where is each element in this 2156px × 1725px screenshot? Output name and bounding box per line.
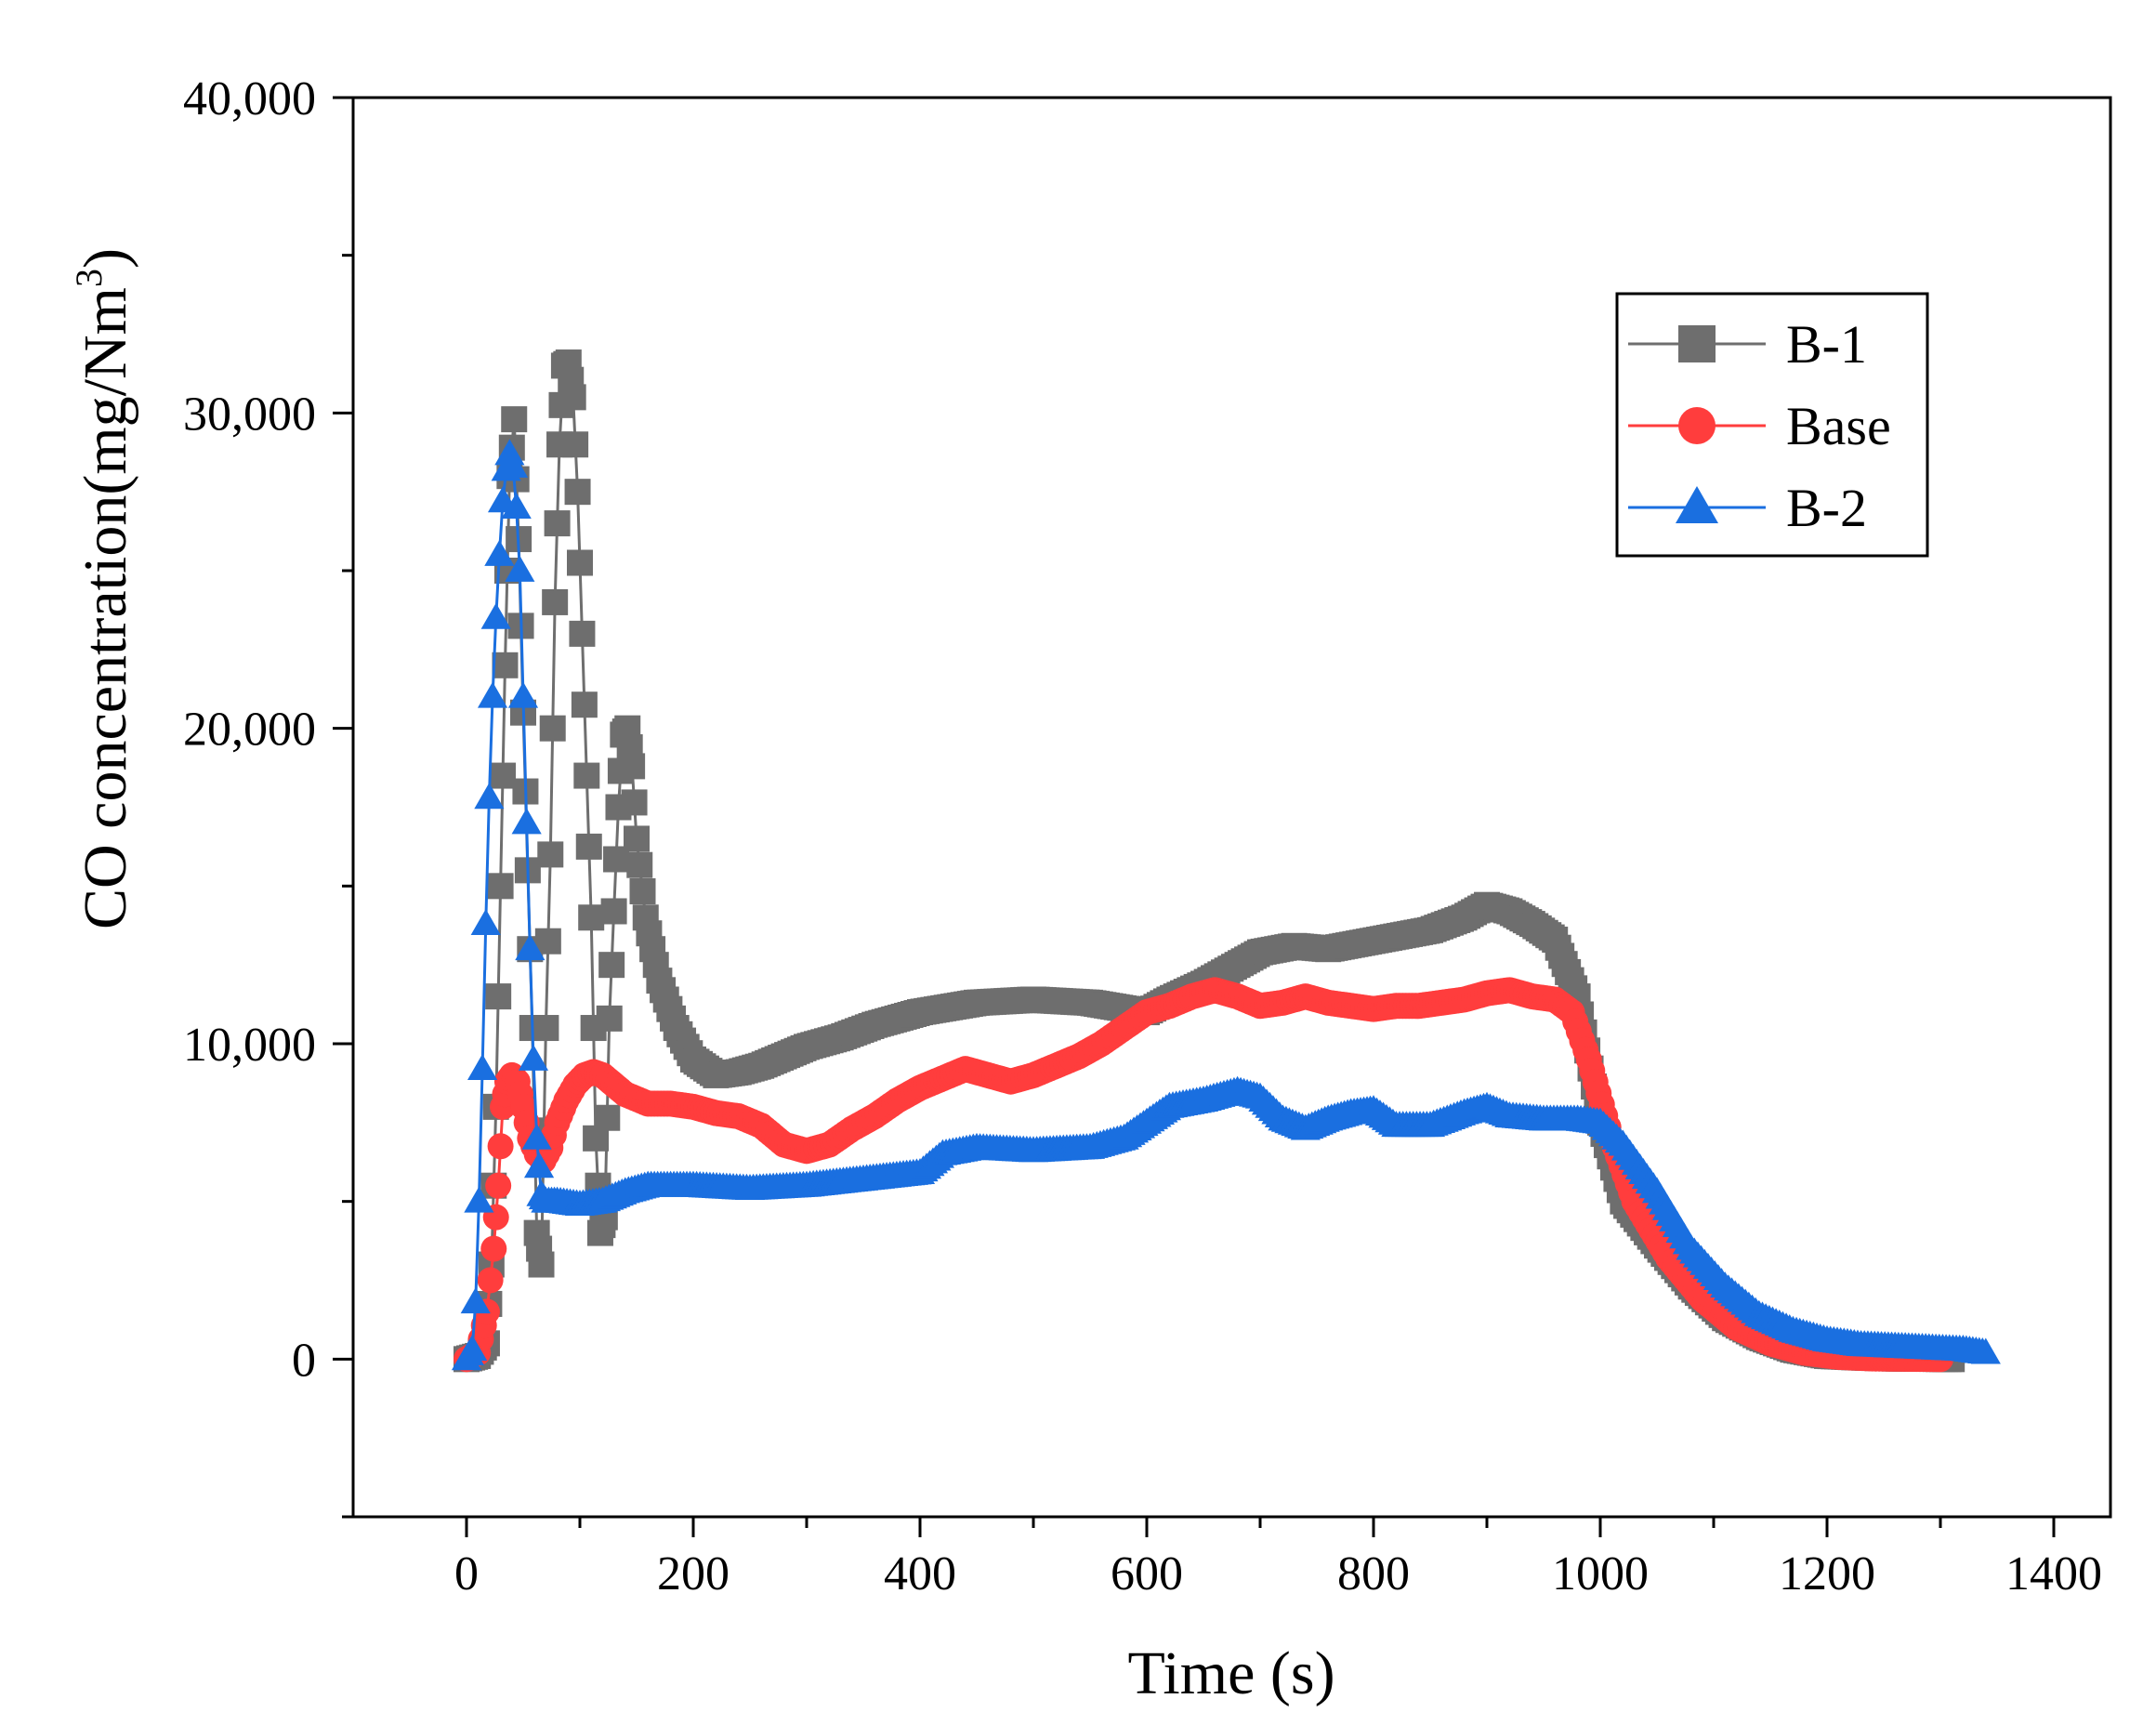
data-point <box>619 753 646 780</box>
legend-item-base: Base <box>1628 396 1891 456</box>
data-point <box>487 873 514 900</box>
data-point <box>497 451 529 478</box>
data-point <box>492 652 519 678</box>
legend-label: B-1 <box>1786 314 1867 375</box>
data-point <box>507 681 539 708</box>
data-point <box>537 841 564 868</box>
legend-item-b-1: B-1 <box>1628 314 1867 375</box>
data-point <box>470 908 501 935</box>
svg-text:CO concentration(mg/Nm3): CO concentration(mg/Nm3) <box>68 248 139 929</box>
data-point <box>1970 1337 2001 1364</box>
data-point <box>621 789 648 816</box>
data-point <box>477 1267 504 1294</box>
legend-label: Base <box>1786 396 1891 456</box>
data-point <box>528 1251 555 1278</box>
y-tick-label: 0 <box>292 1334 316 1387</box>
data-point <box>624 825 650 852</box>
y-axis: 0 10,000 20,000 30,000 40,000 <box>183 72 353 1519</box>
data-point <box>542 588 569 615</box>
x-axis: 0 200 400 600 800 1000 1200 1400 <box>454 1517 2102 1600</box>
data-point <box>474 783 505 810</box>
data-point <box>515 934 546 961</box>
data-point <box>487 1133 514 1160</box>
data-point <box>569 620 596 647</box>
legend-item-b-2: B-2 <box>1628 478 1867 538</box>
data-point <box>467 1054 498 1081</box>
plot-frame <box>351 96 2112 1519</box>
legend-marker <box>1678 325 1716 362</box>
data-point <box>460 1287 491 1314</box>
data-point <box>501 493 532 520</box>
y-tick-label: 30,000 <box>183 388 316 441</box>
data-point <box>490 762 517 789</box>
data-point <box>629 877 656 904</box>
legend-label: B-2 <box>1786 478 1867 538</box>
legend: B-1 Base B-2 <box>1615 292 1929 558</box>
x-tick-label: 1000 <box>1552 1547 1649 1600</box>
data-point <box>534 928 561 955</box>
data-point <box>598 952 625 979</box>
data-point <box>571 691 598 718</box>
data-point <box>494 439 525 466</box>
y-axis-title: CO concentration(mg/Nm3) <box>68 248 139 929</box>
data-point <box>600 898 627 925</box>
legend-marker <box>1676 486 1718 523</box>
data-point <box>532 1015 559 1042</box>
data-point <box>594 1104 621 1131</box>
data-point <box>518 1044 549 1071</box>
data-point <box>573 762 600 789</box>
data-point <box>477 681 508 708</box>
x-tick-label: 200 <box>657 1547 730 1600</box>
data-point <box>562 431 589 458</box>
x-tick-label: 600 <box>1111 1547 1183 1600</box>
data-point <box>567 549 593 576</box>
series-line <box>465 454 1987 1361</box>
data-point <box>457 1335 488 1362</box>
data-point <box>480 1235 507 1262</box>
data-point <box>511 808 542 835</box>
x-tick-label: 1400 <box>2005 1547 2102 1600</box>
data-point <box>596 1005 623 1032</box>
series-layer <box>451 349 2001 1373</box>
y-axis-title-main: CO concentration(mg/Nm <box>72 287 139 929</box>
data-point <box>505 555 535 582</box>
data-point <box>578 904 605 931</box>
data-point <box>484 539 515 566</box>
data-point <box>539 715 566 742</box>
y-tick-label: 10,000 <box>183 1019 316 1072</box>
x-tick-label: 1200 <box>1779 1547 1875 1600</box>
data-point <box>523 1152 555 1179</box>
y-tick-label: 40,000 <box>183 72 316 125</box>
legend-marker <box>1678 407 1716 444</box>
x-tick-label: 800 <box>1337 1547 1410 1600</box>
y-tick-label: 20,000 <box>183 704 316 757</box>
data-point <box>480 602 511 629</box>
data-point <box>544 510 571 537</box>
data-point <box>559 384 586 411</box>
data-point <box>501 406 528 433</box>
y-axis-title-close: ) <box>72 248 139 269</box>
x-tick-label: 400 <box>884 1547 956 1600</box>
data-point <box>521 1123 552 1150</box>
series-b-2 <box>451 439 2001 1371</box>
data-point <box>626 851 653 878</box>
data-point <box>464 1186 494 1213</box>
x-axis-title: Time (s) <box>1127 1639 1334 1707</box>
data-point <box>575 833 602 860</box>
x-tick-label: 0 <box>454 1547 479 1600</box>
data-point <box>485 983 512 1010</box>
data-point <box>564 479 591 506</box>
data-point <box>485 1172 512 1199</box>
y-axis-title-sup: 3 <box>68 269 110 287</box>
